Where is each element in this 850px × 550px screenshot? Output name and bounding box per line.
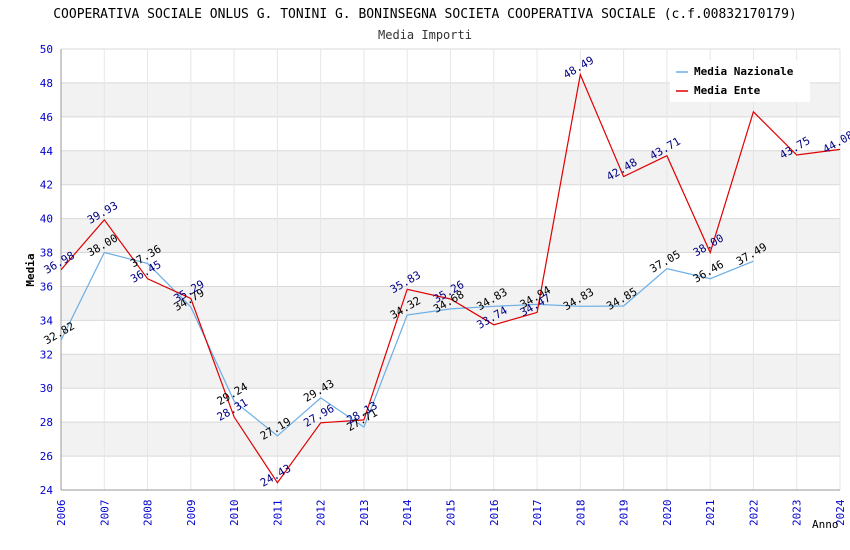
x-tick-label: 2022 bbox=[747, 500, 760, 527]
series-line-media-ente bbox=[60, 72, 841, 484]
y-tick-label: 32 bbox=[40, 348, 53, 361]
y-tick-label: 28 bbox=[40, 416, 53, 429]
x-tick-label: 2016 bbox=[488, 500, 501, 527]
x-tick-label: 2019 bbox=[618, 500, 631, 527]
legend: Media Nazionale Media Ente bbox=[670, 60, 810, 102]
y-tick-label: 30 bbox=[40, 382, 53, 395]
y-tick-label: 50 bbox=[40, 43, 53, 56]
chart-subtitle: Media Importi bbox=[378, 28, 472, 42]
y-tick-label: 40 bbox=[40, 213, 53, 226]
y-tick-label: 26 bbox=[40, 450, 53, 463]
y-tick-label: 42 bbox=[40, 179, 53, 192]
x-tick-label: 2006 bbox=[55, 500, 68, 527]
x-tick-label: 2010 bbox=[228, 500, 241, 527]
x-tick-label: 2009 bbox=[185, 500, 198, 527]
x-tick-label: 2013 bbox=[358, 500, 371, 527]
x-axis-label: Anno bbox=[812, 518, 839, 531]
x-tick-label: 2015 bbox=[445, 500, 458, 527]
x-tick-label: 2011 bbox=[271, 500, 284, 527]
x-tick-label: 2024 bbox=[834, 499, 847, 526]
chart-title: COOPERATIVA SOCIALE ONLUS G. TONINI G. B… bbox=[53, 7, 797, 22]
x-tick-label: 2020 bbox=[661, 500, 674, 527]
x-tick-label: 2014 bbox=[401, 499, 414, 526]
x-tick-label: 2021 bbox=[704, 500, 717, 527]
y-tick-label: 34 bbox=[40, 314, 54, 327]
x-tick-label: 2012 bbox=[315, 500, 328, 527]
series-layer bbox=[60, 72, 841, 484]
y-tick-label: 48 bbox=[40, 77, 53, 90]
y-tick-label: 46 bbox=[40, 111, 53, 124]
y-tick-label: 44 bbox=[40, 145, 54, 158]
x-tick-label: 2017 bbox=[531, 500, 544, 527]
legend-label-media-ente: Media Ente bbox=[694, 84, 761, 97]
x-tick-label: 2007 bbox=[98, 500, 111, 527]
x-tick-labels: 2006 2007 2008 2009 2010 2011 2012 2013 2014 2015… bbox=[55, 499, 847, 526]
legend-box bbox=[670, 60, 810, 102]
x-tick-label: 2008 bbox=[142, 500, 155, 527]
legend-label-media-nazionale: Media Nazionale bbox=[694, 65, 794, 78]
y-tick-label: 24 bbox=[40, 484, 54, 497]
y-tick-label: 38 bbox=[40, 247, 53, 260]
y-axis-label: Media bbox=[24, 253, 37, 286]
x-tick-label: 2018 bbox=[574, 500, 587, 527]
x-tick-label: 2023 bbox=[791, 500, 804, 527]
y-tick-labels: 24 26 28 30 32 34 36 38 40 42 44 46 48 50 bbox=[40, 43, 54, 497]
y-tick-label: 36 bbox=[40, 280, 53, 293]
